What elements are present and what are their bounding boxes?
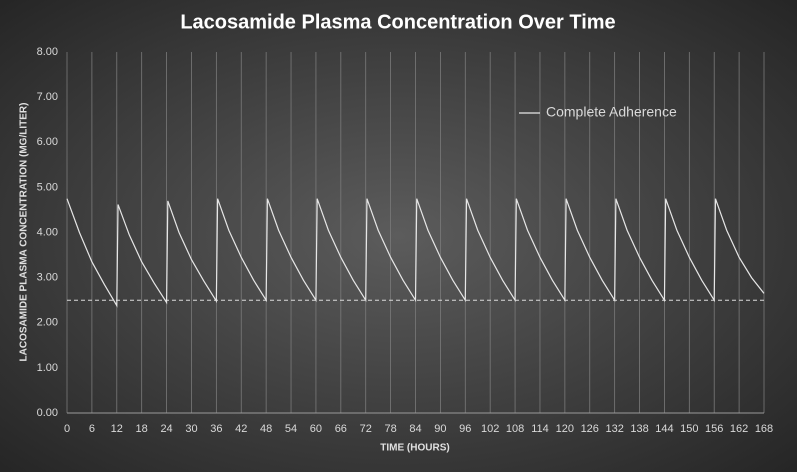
y-tick-label: 8.00 [37, 46, 58, 58]
x-tick-label: 78 [384, 423, 396, 435]
x-tick-label: 12 [111, 423, 123, 435]
x-tick-label: 162 [730, 423, 748, 435]
x-tick-label: 42 [235, 423, 247, 435]
y-tick-label: 3.00 [37, 272, 58, 284]
x-tick-label: 72 [360, 423, 372, 435]
x-tick-label: 24 [160, 423, 172, 435]
chart-title: Lacosamide Plasma Concentration Over Tim… [180, 11, 615, 33]
x-tick-label: 30 [185, 423, 197, 435]
y-tick-label: 1.00 [37, 362, 58, 374]
x-tick-label: 54 [285, 423, 297, 435]
y-tick-label: 5.00 [37, 181, 58, 193]
x-tick-label: 120 [556, 423, 574, 435]
x-tick-label: 108 [506, 423, 524, 435]
y-axis-title: LACOSAMIDE PLASMA CONCENTRATION (MG/LITE… [19, 103, 30, 362]
y-tick-label: 2.00 [37, 317, 58, 329]
x-tick-label: 18 [136, 423, 148, 435]
x-tick-label: 150 [680, 423, 698, 435]
x-tick-label: 36 [210, 423, 222, 435]
x-tick-label: 132 [605, 423, 623, 435]
x-tick-label: 138 [630, 423, 648, 435]
x-tick-label: 0 [64, 423, 70, 435]
x-tick-label: 114 [531, 423, 549, 435]
x-tick-label: 96 [459, 423, 471, 435]
x-tick-label: 144 [655, 423, 673, 435]
x-tick-label: 84 [409, 423, 421, 435]
x-tick-label: 60 [310, 423, 322, 435]
y-tick-label: 0.00 [37, 407, 58, 419]
x-tick-label: 156 [705, 423, 723, 435]
y-tick-label: 4.00 [37, 226, 58, 238]
y-tick-label: 7.00 [37, 91, 58, 103]
x-axis-title: TIME (HOURS) [380, 443, 449, 454]
data-line [66, 198, 765, 308]
x-tick-label: 102 [481, 423, 499, 435]
x-tick-label: 6 [89, 423, 95, 435]
x-tick-label: 90 [434, 423, 446, 435]
y-tick-label: 6.00 [37, 136, 58, 148]
x-tick-label: 66 [335, 423, 347, 435]
x-tick-label: 126 [581, 423, 599, 435]
x-tick-label: 48 [260, 423, 272, 435]
legend-label: Complete Adherence [546, 104, 677, 120]
x-tick-label: 168 [755, 423, 773, 435]
